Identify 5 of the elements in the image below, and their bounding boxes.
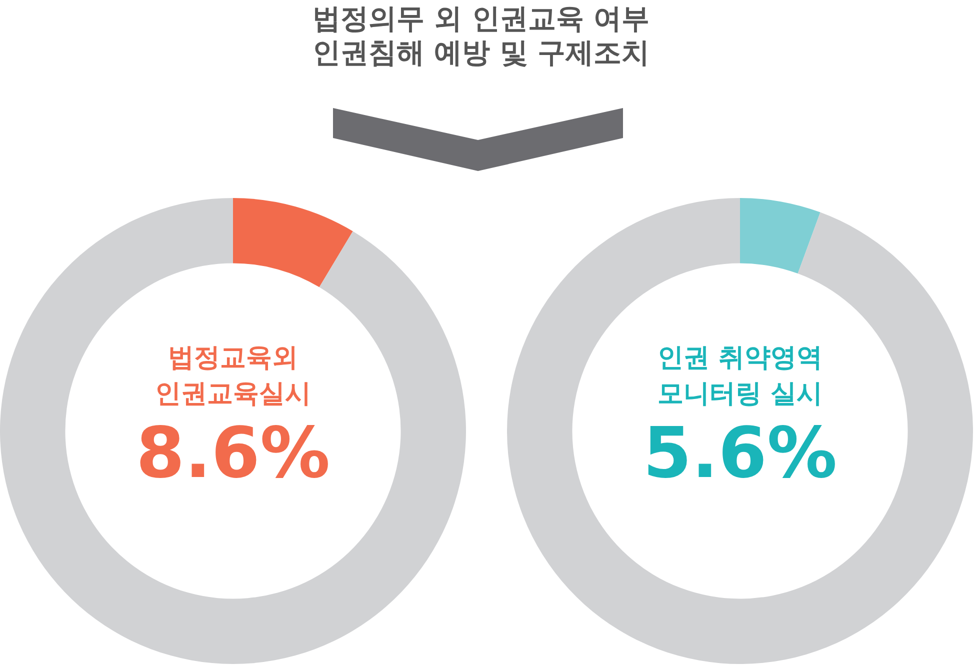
slice-label: 인권 취약영역 모니터링 실시 — [657, 342, 823, 409]
data-label: 8.6% — [136, 412, 330, 494]
data-label: 5.6% — [642, 412, 838, 494]
text: 법정의무 외 인권교육 여부 인권침해 예방 및 구제조치 — [311, 2, 651, 70]
slice-label: 법정교육외 인권교육실시 — [155, 342, 311, 409]
